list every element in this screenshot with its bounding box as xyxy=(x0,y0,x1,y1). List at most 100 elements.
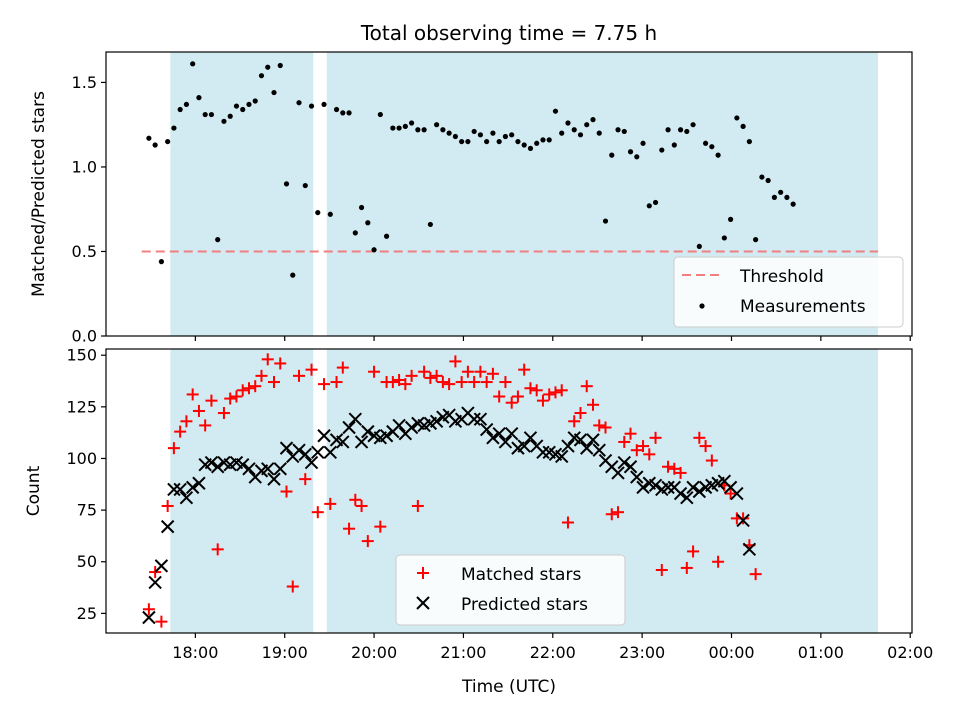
measurements-point xyxy=(308,103,315,109)
matched-stars-point xyxy=(530,384,543,397)
x-tick-label: 00:00 xyxy=(708,643,754,662)
measurements-point xyxy=(596,130,602,136)
measurements-point xyxy=(165,138,171,145)
matched-stars-point xyxy=(568,415,581,428)
measurements-point xyxy=(434,122,440,128)
matched-stars-point xyxy=(286,580,299,593)
matched-stars-point xyxy=(205,394,218,407)
predicted-stars-point xyxy=(323,445,337,459)
top-y-tick-label: 0.5 xyxy=(72,242,97,261)
matched-stars-point xyxy=(411,499,424,512)
predicted-stars-point xyxy=(492,426,506,441)
matched-stars-point xyxy=(242,382,255,395)
matched-stars-point xyxy=(349,493,362,506)
measurements-point xyxy=(415,127,421,133)
matched-stars-point xyxy=(674,466,687,479)
matched-stars-point xyxy=(399,378,412,391)
bottom-legend: Matched stars Predicted stars xyxy=(395,554,626,626)
matched-stars-point xyxy=(343,522,356,535)
matched-stars-point xyxy=(361,535,374,548)
x-tick-label: 19:00 xyxy=(262,643,308,662)
predicted-stars-point xyxy=(179,491,194,505)
bottom-panel-marks xyxy=(142,353,762,628)
measurements-point xyxy=(171,125,177,131)
matched-stars-point xyxy=(374,520,387,533)
measurements-point xyxy=(652,199,659,206)
matched-stars-point xyxy=(630,444,643,457)
threshold-legend-label: Threshold xyxy=(739,267,824,287)
matched-stars-point xyxy=(355,499,368,512)
predicted-stars-point xyxy=(317,429,331,443)
predicted-stars-point xyxy=(636,480,650,495)
matched-stars-point xyxy=(574,407,587,420)
matched-stars-point xyxy=(586,398,599,411)
measurements-point xyxy=(258,73,265,79)
measurements-point xyxy=(765,177,771,184)
measurements-legend-label: Measurements xyxy=(740,297,866,317)
chart-title: Total observing time = 7.75 h xyxy=(360,21,657,45)
measurements-point xyxy=(190,61,196,67)
predicted-stars-point xyxy=(354,435,369,449)
predicted-stars-point xyxy=(486,431,500,445)
measurements-point xyxy=(490,130,496,136)
x-tick-label: 18:00 xyxy=(172,643,218,662)
matched-stars-point xyxy=(180,415,193,428)
measurements-point xyxy=(521,142,527,148)
measurements-point xyxy=(346,110,352,116)
bottom-y-tick-label: 125 xyxy=(66,397,97,416)
x-tick-label: 20:00 xyxy=(351,643,397,662)
measurements-point xyxy=(333,106,340,113)
measurements-point xyxy=(321,101,327,108)
matched-stars-point xyxy=(612,506,625,519)
top-y-tick-label: 1.0 xyxy=(72,157,97,176)
measurements-point xyxy=(402,123,408,129)
matched-stars-point xyxy=(474,365,487,378)
x-tick-label: 01:00 xyxy=(798,643,844,662)
predicted-stars-point xyxy=(204,455,219,470)
measurements-point xyxy=(759,174,765,180)
measurements-point xyxy=(790,201,796,207)
matched-stars-point xyxy=(280,485,293,498)
x-tick-label: 23:00 xyxy=(619,643,665,662)
matched-stars-point xyxy=(555,384,568,397)
measurements-point xyxy=(584,122,590,128)
predicted-legend-label: Predicted stars xyxy=(461,595,588,615)
predicted-stars-point xyxy=(673,486,688,501)
bottom-y-tick-label: 150 xyxy=(66,346,97,365)
predicted-stars-point xyxy=(379,429,394,443)
matched-stars-point xyxy=(318,378,331,391)
measurements-point xyxy=(690,122,696,128)
measurements-point xyxy=(327,211,333,217)
predicted-stars-point xyxy=(611,466,625,480)
measurements-point xyxy=(665,127,671,133)
measurements-point xyxy=(771,194,777,200)
matched-stars-point xyxy=(436,376,449,389)
matched-stars-point xyxy=(518,363,531,376)
measurements-point xyxy=(577,132,584,138)
measurements-point xyxy=(746,138,752,145)
matched-stars-point xyxy=(249,380,262,393)
predicted-stars-point xyxy=(279,441,294,455)
measurements-point xyxy=(271,89,277,96)
matched-stars-point xyxy=(543,388,556,401)
measurements-point xyxy=(728,216,734,222)
matched-stars-point xyxy=(605,508,618,521)
predicted-stars-point xyxy=(361,424,375,439)
measurements-point xyxy=(715,152,721,158)
measurements-point xyxy=(340,110,346,116)
measurements-point xyxy=(646,203,652,209)
predicted-stars-point xyxy=(555,449,569,464)
top-axes-frame xyxy=(105,51,913,337)
measurements-point xyxy=(371,247,377,253)
matched-stars-point xyxy=(418,365,431,378)
measurements-point xyxy=(146,135,152,141)
x-tick-label: 21:00 xyxy=(440,643,486,662)
matched-stars-point xyxy=(324,497,337,510)
matched-stars-point xyxy=(662,460,675,473)
matched-stars-point xyxy=(255,369,268,382)
measurements-point xyxy=(609,152,615,158)
predicted-stars-point xyxy=(304,455,319,470)
measurements-point xyxy=(358,204,365,211)
tick-layer: 0.0 0.5 1.0 1.5 25 50 75 100 125 150 18:00 19:00 20:… xyxy=(66,73,933,662)
measurements-point xyxy=(427,221,433,228)
